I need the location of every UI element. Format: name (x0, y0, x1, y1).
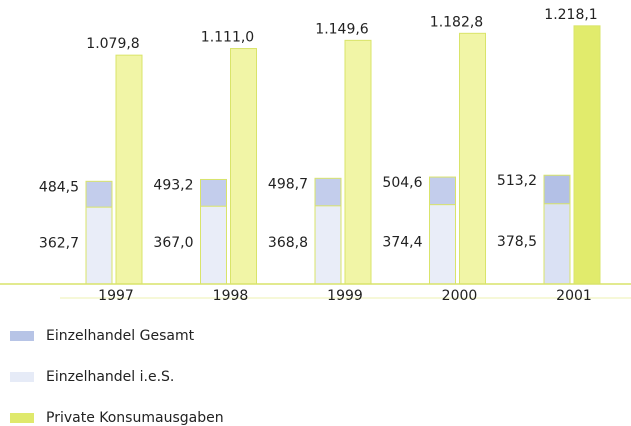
bar (543, 203, 571, 285)
bar (200, 205, 227, 285)
bar (344, 39, 372, 285)
data-label: 484,5 (39, 179, 79, 195)
data-label: 513,2 (497, 173, 537, 189)
data-label: 504,6 (382, 175, 422, 191)
data-label: 378,5 (497, 234, 537, 250)
data-label: 368,8 (268, 235, 308, 251)
data-label: 1.149,6 (315, 21, 369, 37)
data-label: 1.182,8 (430, 14, 483, 30)
x-tick-label: 2000 (442, 288, 478, 304)
bar (230, 48, 257, 285)
legend-swatch (10, 372, 34, 382)
legend-label: Private Konsumausgaben (46, 410, 224, 426)
data-label: 1.079,8 (86, 36, 139, 52)
legend-label: Einzelhandel i.e.S. (46, 369, 174, 385)
data-label: 493,2 (153, 177, 193, 193)
legend-label: Einzelhandel Gesamt (46, 328, 195, 344)
data-label: 374,4 (382, 234, 422, 250)
legend-swatch (10, 413, 34, 423)
bar (429, 204, 456, 285)
bar (314, 205, 342, 285)
x-tick-label: 1998 (213, 288, 249, 304)
x-tick-label: 2001 (556, 288, 592, 304)
data-label: 498,7 (268, 176, 308, 192)
data-label: 367,0 (153, 235, 193, 251)
bar (573, 25, 601, 285)
data-label: 1.218,1 (544, 7, 597, 23)
data-label: 362,7 (39, 236, 79, 252)
data-label: 1.111,0 (201, 30, 254, 46)
bar (115, 54, 143, 285)
bar (85, 206, 113, 285)
legend-swatch (10, 331, 34, 341)
x-tick-label: 1997 (98, 288, 134, 304)
x-tick-label: 1999 (327, 288, 363, 304)
bar (459, 32, 486, 285)
